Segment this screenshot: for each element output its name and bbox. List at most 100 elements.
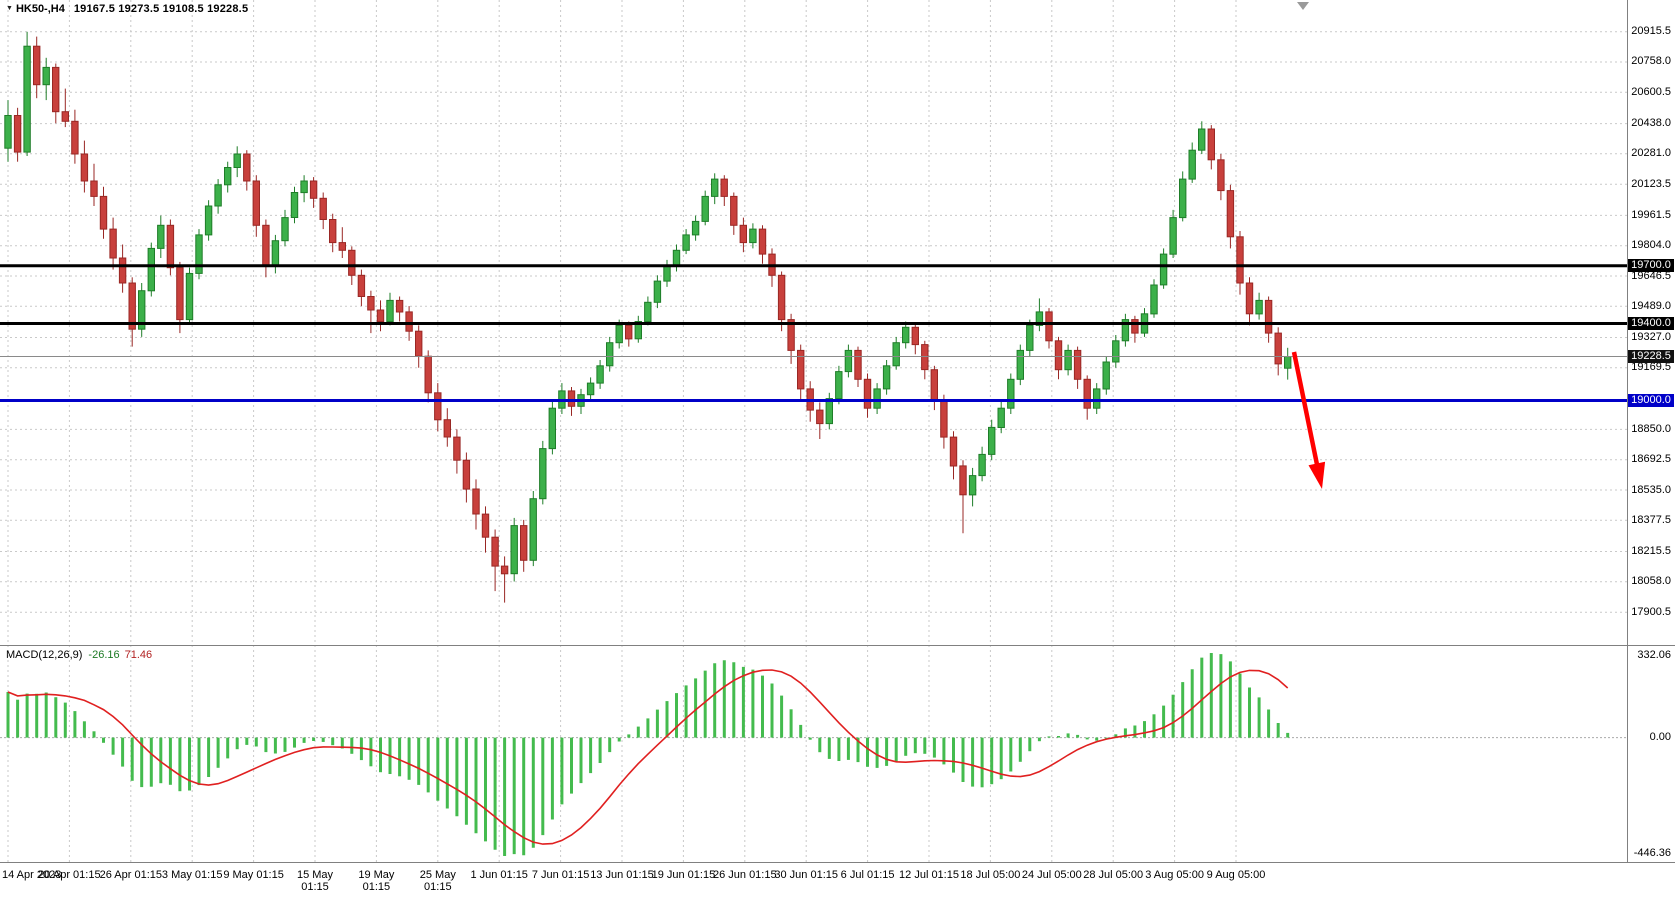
candle-body — [1054, 340, 1063, 371]
macd-axis-label: -446.36 — [1633, 847, 1671, 859]
candle-body — [863, 378, 872, 409]
price-tick-label: 19961.5 — [1631, 208, 1671, 221]
candle-body — [395, 299, 404, 313]
candle-body — [844, 349, 853, 373]
candle-body — [481, 513, 490, 538]
candle-body — [940, 400, 948, 438]
time-tick-label: 13 Jun 01:15 — [590, 869, 654, 881]
time-tick-label: 9 May 01:15 — [223, 869, 284, 881]
candle-body — [415, 330, 423, 357]
candle-body — [214, 184, 222, 207]
candle-body — [1016, 349, 1024, 380]
time-tick-label: 3 May 01:15 — [161, 869, 223, 881]
candle-body — [147, 247, 156, 292]
candle-body — [357, 274, 366, 297]
candle-body — [99, 195, 108, 230]
time-axis[interactable]: 14 Apr 2023 20 Apr 01:15 26 Apr 01:15 3 May… — [0, 862, 1675, 900]
price-tick-label: 18692.5 — [1631, 453, 1671, 466]
candle-body — [739, 224, 747, 244]
candle-body — [462, 459, 471, 490]
candle-body — [548, 407, 556, 450]
candle-body — [1102, 361, 1110, 390]
candle-body — [1264, 299, 1273, 334]
candle-body — [23, 45, 31, 153]
candle-body — [1245, 282, 1254, 315]
level-price-label: 19400.0 — [1628, 316, 1674, 330]
candle-body — [539, 448, 547, 500]
candle-body — [243, 153, 251, 182]
candle-body — [224, 167, 232, 186]
price-tick-label: 19489.0 — [1631, 299, 1671, 312]
candle-body — [71, 120, 79, 155]
candle-body — [329, 219, 337, 244]
time-tick-label: 6 Jul 01:15 — [840, 869, 895, 881]
candle-body — [988, 426, 996, 455]
candle-body — [701, 195, 709, 222]
candle-body — [682, 234, 690, 251]
candle-body — [290, 192, 299, 218]
price-tick-label: 20758.0 — [1631, 55, 1671, 68]
price-tick-label: 19327.0 — [1631, 331, 1671, 344]
candle-body — [1179, 178, 1187, 219]
candle-body — [1112, 340, 1120, 363]
candle-body — [567, 390, 576, 407]
price-tick-label: 20123.5 — [1631, 177, 1671, 190]
candle-body — [816, 409, 824, 425]
candle-body — [281, 217, 289, 242]
candle-body — [959, 465, 967, 496]
candle-body — [1236, 236, 1244, 284]
candle-body — [606, 342, 614, 367]
time-tick-label: 12 Jul 01:15 — [899, 869, 959, 881]
time-tick-label: 9 Aug 05:00 — [1206, 869, 1266, 881]
price-tick-label: 20915.5 — [1631, 25, 1671, 38]
candle-body — [185, 272, 194, 321]
candle-body — [930, 369, 938, 402]
candle-body — [1007, 378, 1015, 409]
instrument-title: HK50-,H4 — [15, 3, 65, 15]
candle-body — [1131, 319, 1139, 334]
time-tick-label: 30 Jun 01:15 — [774, 869, 838, 881]
price-axis[interactable]: 20915.5 20758.0 20600.5 20438.0 20281.0 20123… — [1627, 0, 1675, 862]
trend-arrow-shaft[interactable] — [1291, 351, 1321, 470]
time-tick-label: 14 Apr 2023 — [2, 869, 62, 881]
macd-signal-line — [7, 669, 1289, 845]
candle-body — [997, 407, 1005, 429]
candle-body — [271, 240, 280, 267]
candle-body — [1188, 149, 1196, 180]
price-tick-label: 20281.0 — [1631, 147, 1671, 160]
candle-body — [777, 274, 786, 321]
price-tick-label: 18535.0 — [1631, 483, 1671, 496]
candle-body — [1226, 190, 1235, 238]
price-tick-label: 17900.5 — [1631, 605, 1671, 618]
time-tick-label: 26 Apr 01:15 — [99, 869, 162, 881]
candle-body — [902, 326, 910, 344]
price-tick-label: 18850.0 — [1631, 422, 1671, 435]
candle-body — [157, 224, 165, 249]
candle-body — [892, 342, 900, 367]
time-tick-label: 19 May 01:15 — [358, 869, 395, 893]
candle-body — [453, 436, 461, 461]
candle-body — [596, 365, 604, 384]
candle-body — [835, 371, 843, 400]
candle-body — [309, 180, 318, 199]
candle-body — [911, 326, 919, 346]
chart-shift-marker[interactable] — [1297, 2, 1309, 10]
time-tick-label: 7 Jun 01:15 — [531, 869, 590, 881]
candle-body — [118, 257, 127, 284]
candle-body — [882, 365, 891, 390]
candle-body — [663, 265, 671, 282]
candle-body — [854, 349, 862, 380]
price-tick-label: 18215.5 — [1631, 545, 1671, 558]
candle-body — [644, 301, 652, 323]
candle-body — [1159, 253, 1168, 286]
candle-body — [730, 195, 738, 226]
candle-body — [252, 180, 261, 226]
instrument-marker-icon: ▼ — [6, 5, 13, 12]
candle-body — [491, 536, 499, 567]
candle-body — [529, 498, 537, 561]
candle-body — [233, 153, 241, 168]
candle-body — [4, 115, 12, 149]
trend-arrow-head[interactable] — [1308, 461, 1326, 489]
